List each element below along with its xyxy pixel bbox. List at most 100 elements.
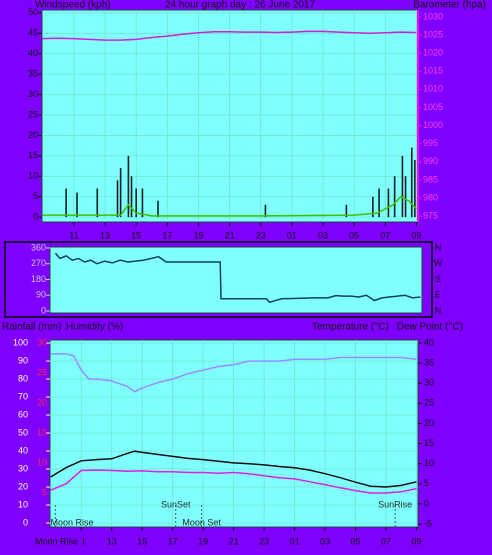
- y-tick-label: 10: [424, 458, 434, 468]
- y-tick-label: 80: [18, 373, 28, 383]
- data-line: [50, 450, 417, 488]
- axis-title: Temperature (°C): [312, 322, 389, 333]
- y-tick-label: 30: [18, 463, 28, 473]
- x-tick-label: 13: [100, 230, 110, 240]
- y-tick-label: 5: [33, 191, 38, 201]
- y-tick-label: 180: [31, 274, 46, 284]
- y-tick-label: S: [435, 274, 441, 284]
- y-tick-label: 360: [31, 242, 46, 252]
- x-tick-label: 11: [69, 230, 78, 240]
- y-tick-label: 25: [28, 109, 38, 119]
- y-tick-label: 980: [423, 192, 438, 202]
- y-tick-label: 20: [37, 397, 47, 407]
- y-tick-label: 20: [18, 481, 28, 491]
- x-tick-label: 21: [229, 536, 239, 546]
- y-tick-label: 90: [36, 290, 46, 300]
- x-tick-label: 15: [137, 536, 147, 546]
- x-tick-label: 05: [349, 230, 359, 240]
- y-tick-label: 20: [28, 130, 38, 140]
- y-tick-label: N: [435, 242, 442, 252]
- chart-panel: 24 hour graph day : 26 June 2017 Windspee…: [28, 0, 486, 240]
- axis-title: Humidity (%): [66, 322, 123, 333]
- data-line: [42, 30, 417, 41]
- y-tick-label: 0: [23, 517, 28, 527]
- y-tick-label: 35: [28, 69, 38, 79]
- x-tick-label: 07: [380, 230, 390, 240]
- y-tick-label: 15: [424, 438, 434, 448]
- x-tick-label: 19: [193, 230, 203, 240]
- y-tick-label: 0: [33, 211, 38, 221]
- y-tick-label: 50: [18, 427, 28, 437]
- y-tick-label: 0: [41, 305, 46, 315]
- y-tick-label: E: [435, 290, 441, 300]
- x-tick-label: 09: [411, 536, 421, 546]
- x-tick-label: 17: [168, 536, 178, 546]
- y-tick-label: 985: [423, 174, 438, 184]
- y-tick-label: 30: [28, 89, 38, 99]
- y-tick-label: 1010: [423, 84, 443, 94]
- x-tick-label: 15: [131, 230, 141, 240]
- y-tick-label: 10: [28, 171, 38, 181]
- x-tick-label: 07: [381, 536, 391, 546]
- x-tick-label: 01: [287, 230, 297, 240]
- y-tick-label: 10: [37, 457, 47, 467]
- y-tick-label: 995: [423, 138, 438, 148]
- y-tick-label: 20: [424, 418, 434, 428]
- y-tick-label: 40: [28, 48, 38, 58]
- y-tick-label: N: [435, 305, 442, 315]
- x-tick-label: 19: [198, 536, 208, 546]
- y-tick-label: -5: [424, 518, 432, 528]
- y-tick-label: 975: [423, 211, 438, 221]
- y-tick-label: 45: [28, 28, 38, 38]
- y-tick-label: 0: [424, 498, 429, 508]
- label-backdrop: [33, 536, 83, 548]
- plot-area: [49, 246, 423, 314]
- y-tick-label: 1030: [423, 11, 443, 21]
- y-tick-label: 270: [31, 258, 46, 268]
- axis-title: Rainfall (mm): [2, 322, 61, 333]
- x-tick-label: 01: [290, 536, 300, 546]
- y-tick-label: 25: [424, 398, 434, 408]
- x-tick-label: 03: [320, 536, 330, 546]
- y-tick-label: 15: [37, 427, 47, 437]
- y-tick-label: 990: [423, 156, 438, 166]
- axis-title: Barometer (hpa): [413, 0, 486, 11]
- y-tick-label: 1000: [423, 120, 443, 130]
- y-tick-label: 5: [424, 478, 429, 488]
- y-tick-label: 1020: [423, 47, 443, 57]
- x-tick-label: 09: [411, 230, 421, 240]
- y-tick-label: 50: [28, 7, 38, 17]
- axis-title: Dew Point (°C): [397, 322, 463, 333]
- y-tick-label: 70: [18, 391, 28, 401]
- data-line: [54, 252, 421, 304]
- plot-area: [49, 339, 419, 528]
- y-tick-label: 35: [424, 357, 434, 367]
- y-tick-label: 40: [424, 337, 434, 347]
- annotation: Moon Set: [182, 517, 221, 527]
- x-tick-label: 13: [107, 536, 117, 546]
- y-tick-label: 100: [13, 337, 28, 347]
- data-line: [42, 195, 417, 217]
- data-line: [50, 353, 417, 393]
- y-tick-label: 15: [28, 150, 38, 160]
- y-tick-label: 25: [37, 367, 47, 377]
- plot-area: [41, 9, 419, 223]
- y-tick-label: 1015: [423, 66, 443, 76]
- annotation: SunRise: [378, 499, 412, 509]
- y-tick-label: 60: [18, 409, 28, 419]
- annotation: SunSet: [161, 499, 191, 509]
- x-tick-label: 21: [225, 230, 235, 240]
- axis-title: Windspeed (kph): [35, 0, 111, 11]
- panel-frame: [4, 241, 433, 318]
- annotation: Moon Rise: [50, 517, 93, 527]
- axis-title: 24 hour graph day : 26 June 2017: [165, 0, 316, 11]
- y-tick-label: 90: [18, 355, 28, 365]
- x-tick-label: 23: [259, 536, 269, 546]
- y-tick-label: 40: [18, 445, 28, 455]
- x-tick-label: 03: [318, 230, 328, 240]
- x-tick-label: 23: [256, 230, 266, 240]
- axis-annotation: Moon Rise: [35, 536, 78, 546]
- y-tick-label: 30: [37, 337, 47, 347]
